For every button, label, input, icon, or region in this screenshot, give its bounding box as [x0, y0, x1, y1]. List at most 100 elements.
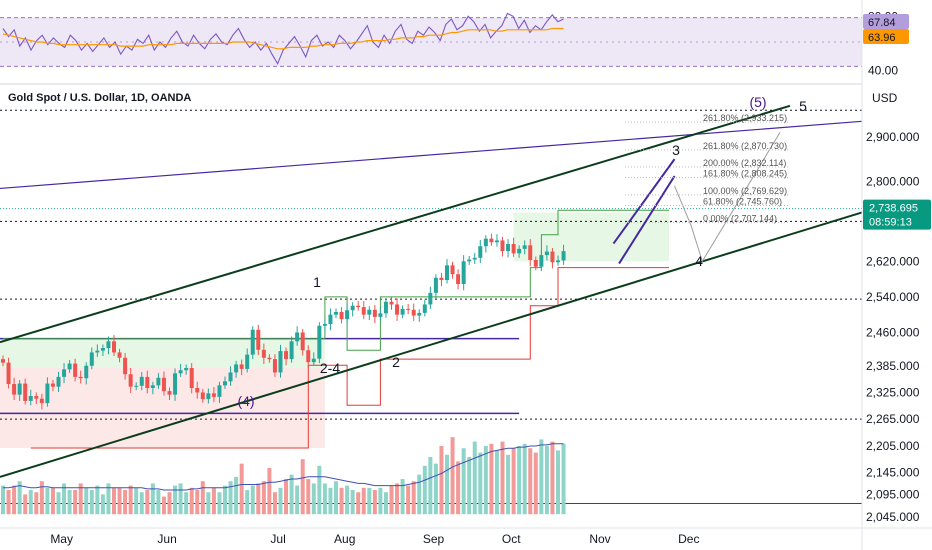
volume-bar	[139, 492, 144, 515]
fib-level-label: 261.80% (2,870.730)	[703, 141, 787, 151]
candle	[150, 381, 155, 395]
wave-label: (4)	[237, 393, 254, 409]
candle	[45, 377, 50, 407]
candle	[156, 372, 161, 389]
candle	[539, 250, 544, 272]
candle-body	[306, 350, 311, 363]
candle	[250, 326, 255, 360]
candle-body	[100, 348, 105, 351]
candle-body	[445, 265, 449, 280]
candle	[483, 235, 488, 253]
volume-bar	[234, 476, 239, 515]
volume-bar	[117, 487, 122, 515]
candle-body	[456, 274, 461, 284]
candle	[317, 322, 322, 364]
price-panel: 261.80% (2,933.215)261.80% (2,870.730)20…	[0, 92, 863, 515]
volume-bar	[84, 487, 89, 515]
time-tick-label: May	[50, 532, 73, 546]
candle-body	[389, 301, 394, 305]
candle-body	[311, 358, 316, 363]
micro-channel-lower	[618, 175, 676, 265]
volume-bar	[167, 492, 172, 515]
price-tick-label: 2,325.000	[866, 385, 920, 399]
rsi-tick-label: 40.00	[868, 63, 898, 77]
volume-bar	[445, 454, 449, 515]
volume-bar	[50, 487, 55, 515]
price-tick-label: 2,045.000	[866, 510, 920, 524]
volume-bar	[95, 485, 100, 515]
fib-level-label: 200.00% (2,832.114)	[703, 158, 786, 168]
candle-body	[28, 396, 33, 401]
price-tick-label: 2,800.000	[866, 174, 920, 188]
volume-bar	[145, 490, 150, 515]
candle	[62, 363, 67, 384]
volume-bar	[378, 487, 383, 515]
candle	[356, 300, 361, 311]
volume-bar	[339, 487, 344, 515]
candle	[234, 360, 239, 378]
candle-body	[256, 329, 261, 350]
volume-bar	[433, 463, 438, 515]
candle	[461, 255, 466, 291]
candle	[561, 244, 566, 265]
candle-body	[472, 257, 477, 260]
green-step-line	[3, 209, 669, 351]
candle-body	[84, 365, 89, 379]
candle-body	[417, 312, 422, 316]
volume-bar	[267, 468, 272, 515]
volume-bar	[106, 483, 111, 515]
volume-bar	[239, 463, 244, 515]
candle	[411, 303, 416, 321]
candle	[23, 378, 28, 405]
price-tick-label: 2,385.000	[866, 359, 920, 373]
volume-bar	[245, 490, 250, 515]
volume-bar	[184, 492, 189, 515]
volume-bar	[406, 485, 411, 515]
candle	[50, 380, 55, 392]
candle-body	[134, 385, 139, 387]
time-tick-label: Jul	[270, 532, 285, 546]
candle-body	[483, 238, 488, 247]
volume-bar	[78, 483, 83, 515]
candle	[450, 261, 455, 279]
candle-body	[478, 246, 483, 258]
rsi-panel	[0, 12, 862, 85]
candle-body	[422, 304, 427, 313]
candle	[106, 336, 111, 355]
volume-bar	[195, 490, 200, 515]
candle	[123, 352, 128, 380]
micro-channel-upper	[612, 158, 676, 245]
volume-bar	[6, 490, 11, 515]
volume-bar	[39, 481, 44, 515]
candle-body	[517, 248, 522, 254]
volume-bar	[522, 443, 527, 515]
candle-body	[561, 251, 566, 261]
volume-bar	[156, 490, 161, 515]
candle-body	[511, 244, 516, 254]
candle-body	[500, 240, 505, 252]
volume-bar	[456, 461, 461, 515]
fib-level-label: 61.80% (2,745.760)	[703, 196, 782, 206]
candle	[228, 366, 233, 386]
volume-bar	[506, 454, 511, 515]
wave-label: 3	[672, 142, 680, 158]
countdown-label: 08:59:13	[869, 217, 912, 229]
candle	[28, 389, 33, 406]
price-tick-label: 2,460.000	[866, 325, 920, 339]
candle	[383, 298, 388, 318]
candle-body	[56, 376, 61, 387]
candle	[467, 256, 472, 265]
volume-bar	[439, 446, 444, 515]
candle-body	[350, 305, 355, 311]
candle	[206, 388, 211, 404]
candle	[161, 371, 166, 396]
volume-bar	[517, 446, 522, 515]
candle-body	[78, 376, 83, 379]
candle	[439, 272, 444, 287]
candle	[56, 372, 61, 392]
candle	[506, 239, 511, 258]
candle-body	[428, 292, 433, 305]
volume-bar	[250, 485, 255, 515]
